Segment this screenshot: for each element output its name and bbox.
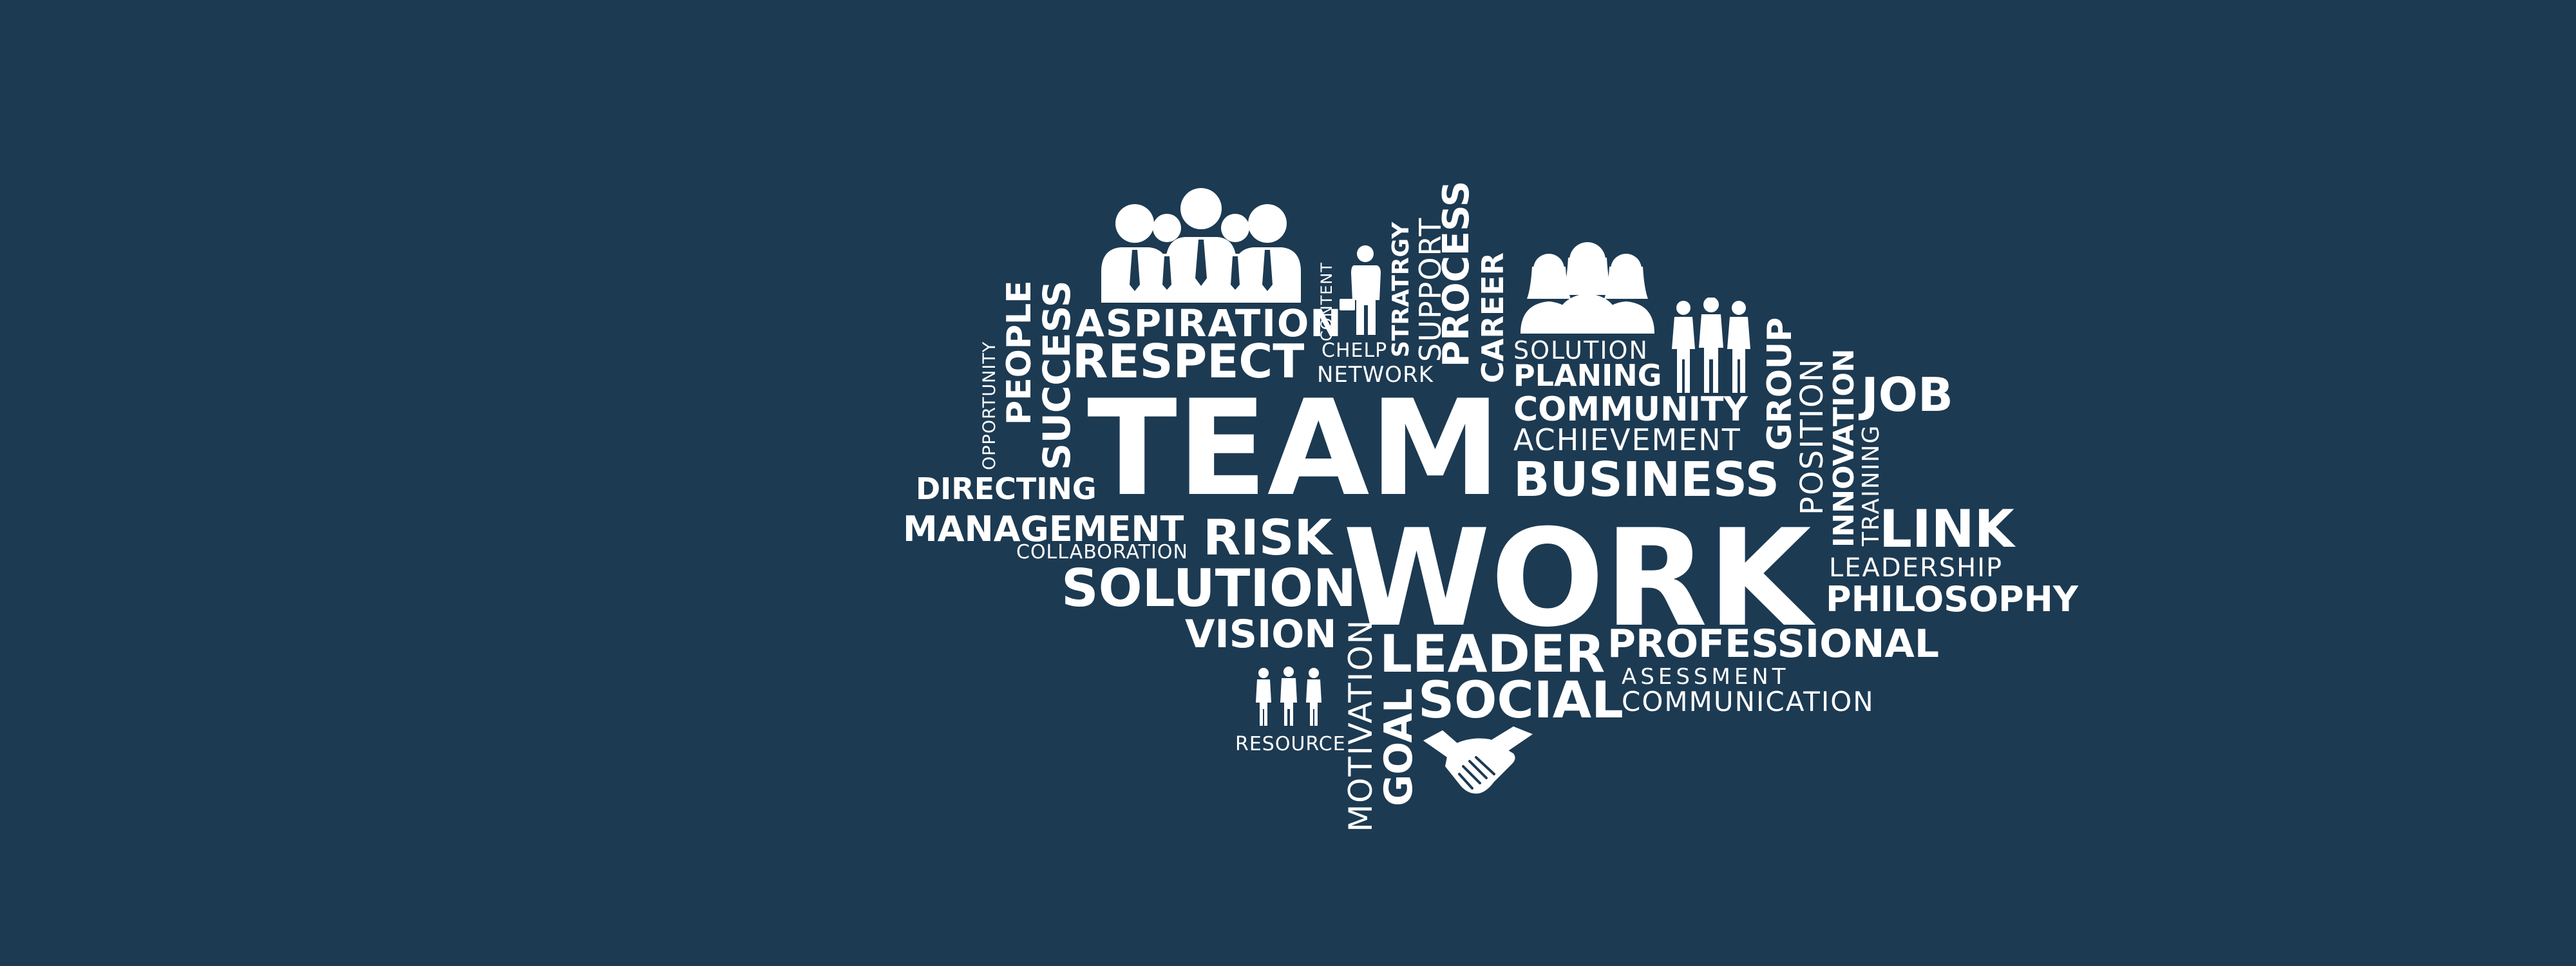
- word-motivation: MOTIVATION: [1342, 618, 1379, 832]
- word-people: PEOPLE: [1000, 280, 1039, 425]
- word-directing: DIRECTING: [916, 471, 1097, 506]
- word-stratrgy: STRATRGY: [1388, 222, 1414, 357]
- word-chelp: CHELP: [1321, 339, 1388, 362]
- word-process: PROCESS: [1435, 180, 1477, 367]
- word-resource: RESOURCE: [1235, 733, 1346, 755]
- word-content: CONTENT: [1318, 261, 1336, 341]
- business-team-icon: [1095, 188, 1307, 303]
- word-community: COMMUNITY: [1513, 390, 1748, 429]
- women-group-icon: [1517, 237, 1658, 334]
- word-team: TEAM: [1087, 372, 1501, 526]
- word-communication: COMMUNICATION: [1622, 686, 1875, 717]
- word-job: JOB: [1861, 368, 1953, 422]
- word-leader: LEADER: [1379, 624, 1605, 684]
- word-business: BUSINESS: [1513, 452, 1780, 507]
- word-aspiration: ASPIRATION: [1075, 301, 1343, 345]
- word-solution-main: SOLUTION: [1061, 558, 1357, 618]
- word-management: MANAGEMENT: [903, 509, 1184, 549]
- word-network: NETWORK: [1317, 362, 1434, 388]
- word-innovation: INNOVATION: [1828, 348, 1861, 547]
- word-career: CAREER: [1475, 252, 1510, 383]
- word-respect: RESPECT: [1072, 334, 1305, 388]
- word-philosophy: PHILOSOPHY: [1826, 579, 2078, 620]
- word-risk: RISK: [1203, 509, 1332, 566]
- word-goal: GOAL: [1376, 688, 1421, 806]
- word-asessment: ASESSMENT: [1622, 664, 1790, 690]
- word-leadership: LEADERSHIP: [1829, 553, 2003, 583]
- word-link: LINK: [1879, 499, 2014, 559]
- word-planing: PLANING: [1513, 358, 1662, 393]
- word-achievement: ACHIEVEMENT: [1513, 422, 1741, 457]
- word-professional: PROFESSIONAL: [1607, 621, 1940, 667]
- word-social: SOCIAL: [1418, 672, 1624, 730]
- word-work: WORK: [1343, 501, 1812, 657]
- word-solution-small: SOLUTION: [1513, 336, 1649, 365]
- word-collaboration: COLLABORATION: [1016, 541, 1188, 564]
- word-opportunity: OPPORTUNITY: [980, 341, 999, 470]
- word-position: POSITION: [1794, 357, 1830, 515]
- word-group: GROUP: [1761, 317, 1799, 451]
- word-success: SUCCESS: [1035, 280, 1079, 470]
- small-people-icon: [1253, 667, 1324, 726]
- handshake-icon: [1423, 721, 1533, 799]
- standing-group-icon: [1669, 298, 1753, 393]
- word-vision: VISION: [1185, 612, 1337, 657]
- businessman-briefcase-icon: [1340, 245, 1383, 335]
